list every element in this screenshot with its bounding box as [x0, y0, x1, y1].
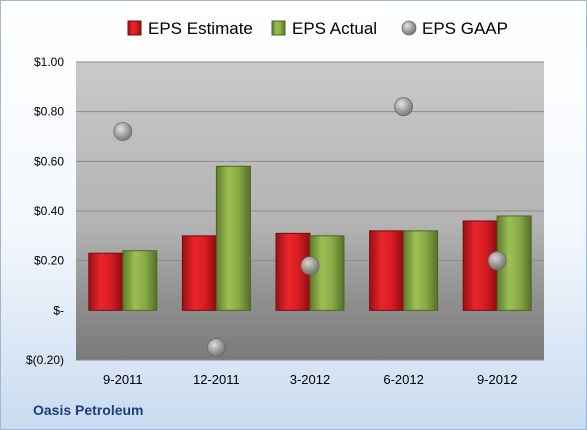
point-eps-gaap	[394, 97, 414, 117]
x-tick-label: 9-2011	[103, 372, 143, 387]
legend-eps-gaap-marker	[401, 20, 417, 36]
bar-eps-estimate	[369, 230, 405, 311]
company-name: Oasis Petroleum	[33, 402, 144, 418]
y-tick-label: $0.20	[34, 254, 64, 268]
y-tick-label: $0.80	[34, 105, 64, 119]
bar-eps-actual	[215, 165, 251, 311]
x-tick-label: 3-2012	[290, 372, 330, 387]
x-tick-label: 9-2012	[477, 372, 517, 387]
legend-eps-actual-label: EPS Actual	[292, 19, 377, 38]
point-eps-gaap	[487, 251, 507, 271]
bar-eps-actual	[122, 250, 158, 311]
x-tick-label: 12-2011	[193, 372, 240, 387]
bar-eps-actual	[403, 230, 439, 311]
point-eps-gaap	[113, 122, 133, 141]
y-tick-label: $(0.20)	[26, 353, 64, 367]
y-tick-label: $0.40	[34, 204, 64, 218]
y-tick-label: $-	[53, 303, 64, 317]
x-tick-label: 6-2012	[383, 372, 423, 387]
legend-eps-gaap-label: EPS GAAP	[422, 19, 508, 38]
y-tick-label: $0.60	[34, 154, 64, 168]
bar-eps-estimate	[88, 252, 124, 311]
y-tick-label: $1.00	[34, 55, 64, 69]
point-eps-gaap	[206, 338, 226, 357]
bar-eps-estimate	[181, 235, 217, 311]
legend-eps-actual-marker	[271, 20, 286, 36]
point-eps-gaap	[300, 256, 320, 276]
legend-eps-estimate-marker	[127, 20, 142, 36]
legend-eps-estimate-label: EPS Estimate	[148, 19, 253, 38]
